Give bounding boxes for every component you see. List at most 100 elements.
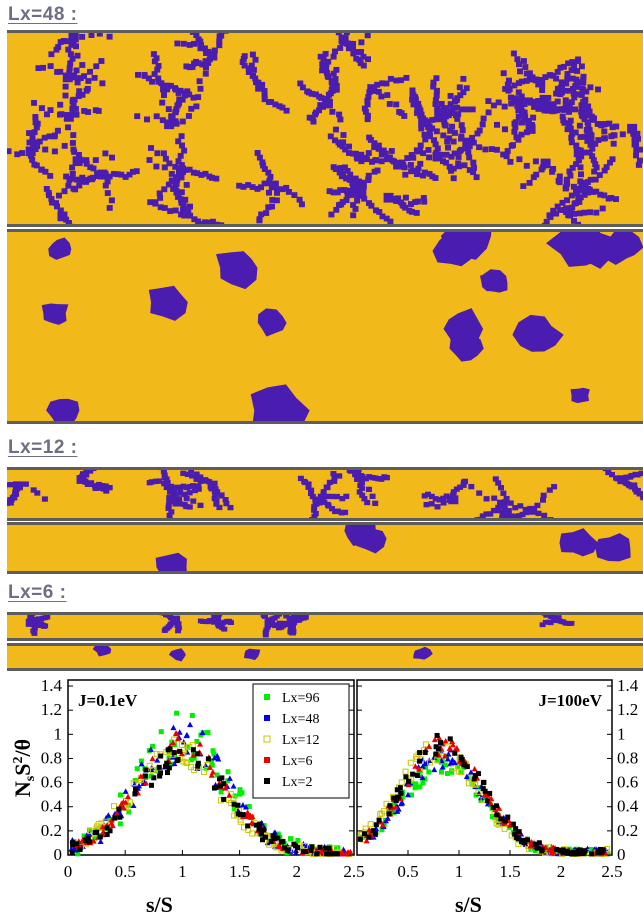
data-point: [450, 765, 457, 772]
data-point: [447, 736, 453, 742]
island: [275, 615, 309, 636]
data-point: [434, 732, 440, 738]
island: [570, 387, 590, 404]
x-tick-label: 1.5: [229, 862, 250, 881]
data-point: [441, 752, 448, 759]
data-point: [456, 758, 463, 764]
data-point: [112, 815, 118, 821]
data-point: [87, 839, 93, 845]
data-point: [295, 838, 301, 844]
data-point: [211, 751, 217, 757]
data-point: [596, 848, 602, 854]
data-point: [581, 850, 587, 856]
data-point: [417, 750, 423, 756]
data-point: [426, 743, 433, 749]
legend-label: Lx=6: [282, 754, 312, 769]
data-point: [488, 795, 495, 802]
data-point: [215, 755, 222, 762]
island: [159, 615, 182, 634]
data-point: [573, 851, 579, 857]
x-axis-label-right: s/S: [455, 892, 482, 917]
data-point: [239, 802, 246, 808]
data-point: [257, 822, 263, 828]
data-point: [87, 827, 93, 833]
data-point: [158, 729, 164, 735]
data-point: [422, 750, 428, 756]
data-point: [588, 846, 594, 852]
section-label-lx48: Lx=48 :: [8, 4, 78, 25]
island: [327, 126, 395, 162]
data-point: [268, 838, 274, 844]
island: [559, 102, 600, 175]
data-point: [442, 762, 448, 768]
data-point: [166, 755, 172, 761]
data-point: [435, 746, 441, 752]
data-point: [92, 836, 98, 842]
data-point: [175, 757, 181, 763]
data-point: [516, 829, 522, 835]
data-point: [249, 830, 256, 837]
data-point: [501, 825, 508, 832]
data-point: [261, 827, 267, 833]
data-point: [393, 798, 399, 804]
data-point: [410, 771, 416, 777]
data-point: [458, 769, 465, 776]
lattice-strip-lx6-compact: [7, 643, 643, 671]
data-point: [142, 779, 149, 786]
data-point: [187, 721, 194, 728]
data-point: [148, 773, 154, 779]
island: [48, 237, 72, 260]
data-point: [481, 779, 487, 785]
island: [236, 150, 305, 224]
data-point: [85, 836, 91, 842]
data-point: [553, 846, 559, 852]
data-point: [459, 757, 465, 763]
data-point: [260, 837, 266, 843]
x-tick-label: 0.5: [397, 862, 418, 881]
data-point: [197, 741, 204, 747]
data-point: [487, 790, 493, 796]
data-point: [510, 821, 516, 827]
island: [43, 185, 75, 224]
data-point: [117, 814, 123, 820]
data-point: [82, 837, 88, 843]
data-point: [163, 763, 169, 769]
x-tick-label: 2: [293, 862, 302, 881]
data-point: [312, 846, 318, 852]
data-point: [475, 788, 482, 795]
island: [35, 38, 106, 118]
legend-entry: Lx=2: [264, 775, 312, 790]
data-point: [107, 828, 113, 834]
island: [604, 232, 643, 266]
island: [92, 646, 112, 657]
data-point: [391, 795, 397, 801]
data-point: [309, 844, 315, 850]
data-point: [521, 840, 527, 846]
data-point: [565, 848, 571, 854]
data-point: [230, 783, 237, 789]
data-point: [463, 773, 470, 780]
data-point: [240, 812, 246, 818]
legend-entry: Lx=96: [264, 691, 319, 706]
data-point: [189, 712, 195, 718]
data-point: [235, 802, 241, 808]
island: [326, 168, 394, 224]
data-point: [146, 762, 153, 769]
data-point: [271, 836, 277, 842]
island: [499, 484, 558, 518]
island: [297, 66, 344, 123]
lattice-strip-lx48-compact: [7, 229, 643, 424]
y-tick-label: 1: [54, 724, 63, 743]
data-point: [378, 810, 385, 817]
data-point: [184, 760, 191, 767]
y-tick-label: 1.2: [617, 700, 638, 719]
island: [147, 176, 225, 224]
data-point: [104, 832, 110, 838]
data-point: [74, 841, 80, 847]
island: [56, 124, 115, 199]
data-point: [575, 848, 581, 854]
data-point: [498, 816, 504, 822]
data-point: [481, 792, 488, 798]
data-point: [438, 769, 444, 775]
y-axis-label: NsS2/θ: [10, 739, 38, 797]
